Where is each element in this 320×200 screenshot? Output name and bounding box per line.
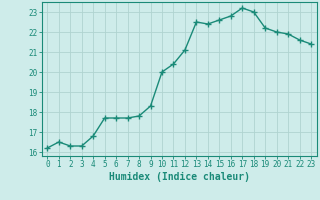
X-axis label: Humidex (Indice chaleur): Humidex (Indice chaleur) bbox=[109, 172, 250, 182]
